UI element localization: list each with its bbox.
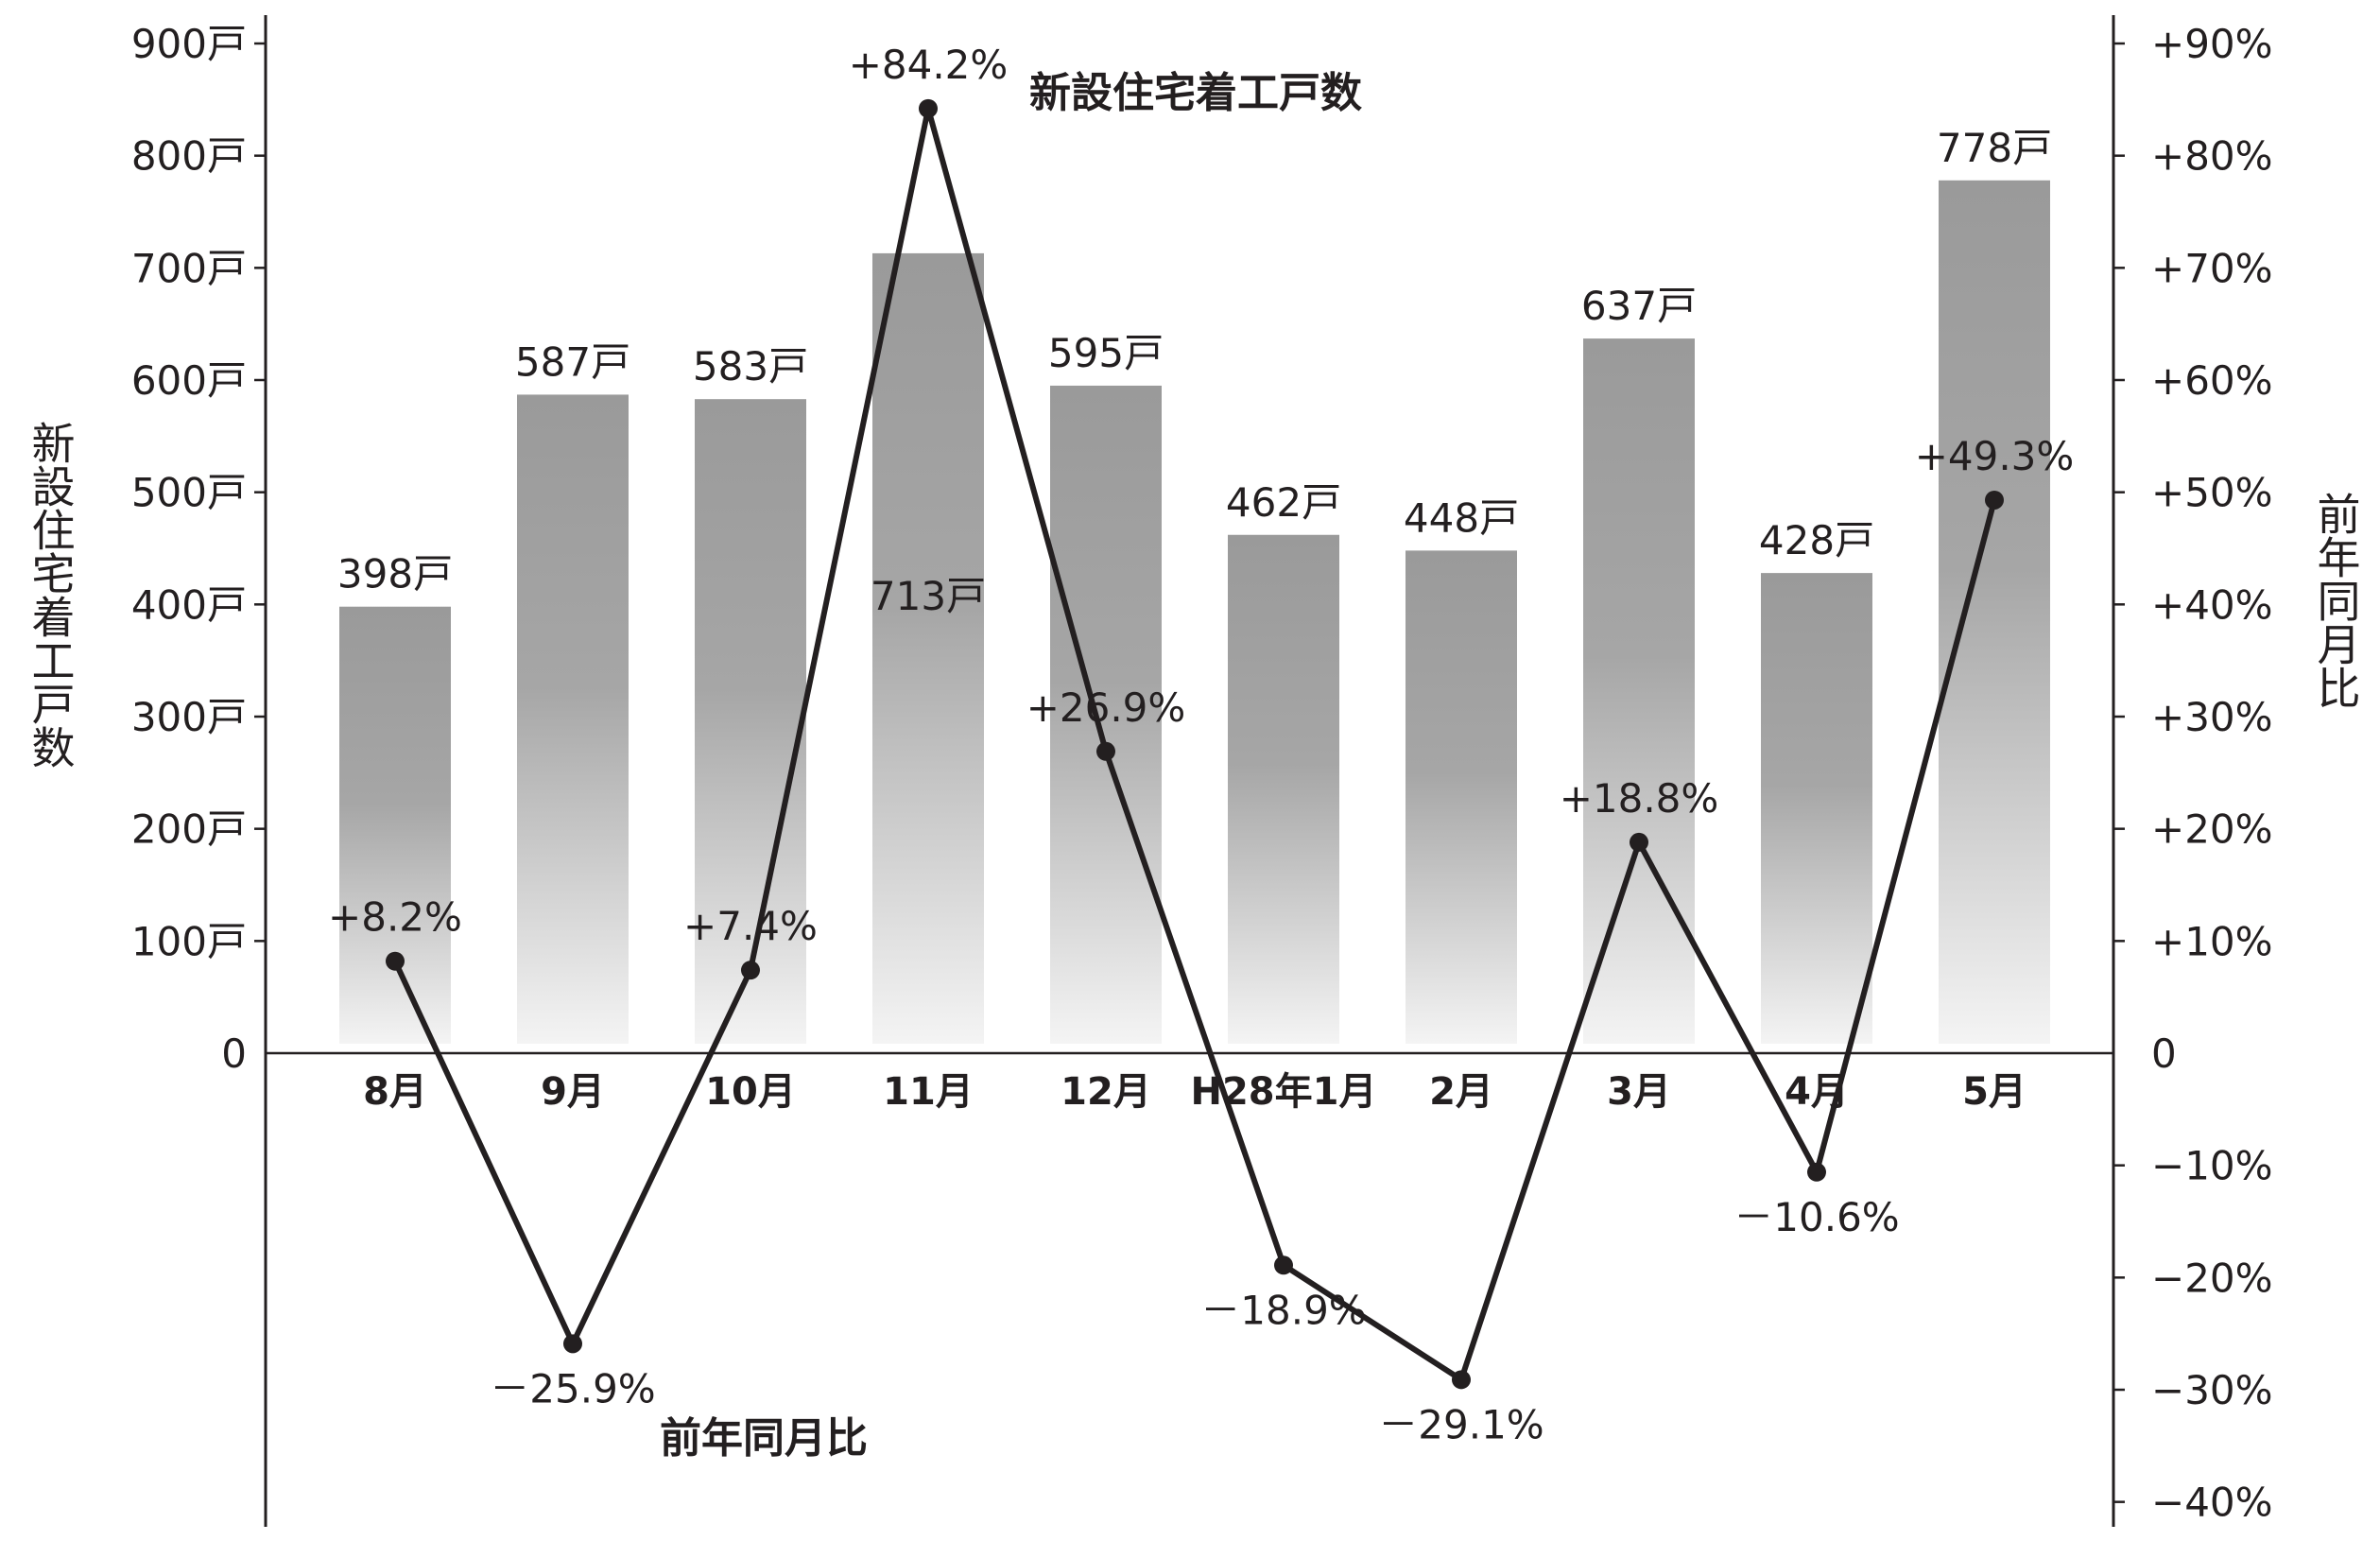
category-label: 3月 (1607, 1070, 1671, 1114)
left-tick-label: 600戸 (131, 357, 247, 404)
right-tick-label: +60% (2151, 357, 2273, 404)
right-tick-label: −40% (2151, 1480, 2273, 1526)
right-tick-label: 0 (2151, 1030, 2177, 1077)
right-tick-label: +50% (2151, 470, 2273, 516)
yoy-point (1452, 1370, 1471, 1390)
bar-9 (1761, 573, 1872, 1044)
left-tick-label: 400戸 (131, 581, 247, 628)
right-tick-label: +20% (2151, 806, 2273, 853)
yoy-point (563, 1334, 582, 1354)
yoy-point (1096, 741, 1115, 761)
yoy-value-label: +7.4% (683, 903, 818, 949)
yoy-value-label: +49.3% (1915, 433, 2075, 479)
yoy-point (741, 961, 760, 980)
bar-10 (1939, 180, 2050, 1045)
bar-value-label: 637戸 (1581, 283, 1697, 329)
yoy-value-label: －10.6% (1733, 1194, 1899, 1240)
bar-value-labels: 398戸 587戸 583戸 713戸 595戸 462戸 448戸 637戸 428戸 778戸 (337, 125, 2052, 619)
right-tick-label: +80% (2151, 133, 2273, 180)
right-axis-title: 前年同月比 (2310, 492, 2362, 709)
left-tick-label: 0 (221, 1030, 247, 1077)
right-tick-label: +10% (2151, 918, 2273, 964)
right-tick-label: +70% (2151, 245, 2273, 291)
bar-2 (517, 394, 629, 1045)
yoy-point (1807, 1162, 1826, 1182)
bar-8 (1583, 338, 1695, 1044)
left-tick-label: 700戸 (131, 245, 247, 291)
bar-value-label: 587戸 (515, 338, 630, 385)
yoy-value-label: －25.9% (490, 1365, 655, 1411)
left-tick-label: 900戸 (131, 21, 247, 67)
left-axis-ticks: 0 100戸 200戸 300戸 400戸 500戸 600戸 700戸 800戸 900戸 (131, 21, 266, 1077)
category-label: 8月 (363, 1070, 427, 1114)
yoy-line-group (386, 98, 2004, 1390)
right-axis-ticks: +90% +80% +70% +60% +50% +40% +30% +20% +10% 0 −10… (2113, 21, 2273, 1526)
category-label: 2月 (1429, 1070, 1493, 1114)
yoy-point (919, 98, 938, 118)
bar-6 (1228, 534, 1339, 1044)
right-tick-label: +90% (2151, 21, 2273, 67)
bar-value-label: 713戸 (871, 573, 986, 619)
yoy-value-label: +18.8% (1560, 775, 1719, 822)
yoy-point (386, 951, 405, 971)
yoy-value-label: －18.9% (1200, 1287, 1366, 1333)
category-label: 5月 (1962, 1070, 2026, 1114)
bar-1 (339, 606, 451, 1044)
bar-value-label: 462戸 (1226, 479, 1341, 526)
category-labels: 8月 9月 10月 11月 12月 H28年1月 2月 3月 4月 5月 (363, 1070, 2026, 1114)
bar-5 (1050, 385, 1162, 1044)
left-tick-label: 100戸 (131, 918, 247, 964)
yoy-value-labels: +8.2% －25.9% +7.4% +84.2% +26.9% －18.9% －29.1%… (328, 42, 2074, 1447)
bar-4 (872, 252, 984, 1044)
category-label: 10月 (705, 1070, 796, 1114)
bars-group (339, 180, 2050, 1045)
right-tick-label: −30% (2151, 1367, 2273, 1413)
left-tick-label: 800戸 (131, 133, 247, 180)
bar-value-label: 428戸 (1759, 517, 1874, 563)
yoy-point (1274, 1255, 1293, 1275)
left-tick-label: 500戸 (131, 470, 247, 516)
yoy-value-label: +84.2% (849, 42, 1009, 88)
bar-value-label: 595戸 (1048, 330, 1164, 376)
left-tick-label: 200戸 (131, 806, 247, 853)
bar-value-label: 448戸 (1404, 494, 1519, 541)
yoy-point (1985, 490, 2004, 510)
left-tick-label: 300戸 (131, 694, 247, 740)
bar-value-label: 583戸 (693, 343, 808, 390)
right-tick-label: −20% (2151, 1255, 2273, 1301)
bar-7 (1406, 550, 1517, 1044)
right-tick-label: −10% (2151, 1143, 2273, 1189)
left-axis-title: 新設住宅着工戸数 (25, 421, 77, 769)
yoy-value-label: －29.1% (1378, 1401, 1544, 1447)
category-label: 12月 (1061, 1070, 1151, 1114)
bar-series-title: 新設住宅着工戸数 (1029, 69, 1362, 117)
bar-3 (695, 399, 806, 1044)
category-label: 9月 (541, 1070, 605, 1114)
line-series-title: 前年同月比 (660, 1414, 868, 1463)
bar-value-label: 778戸 (1937, 125, 2052, 171)
yoy-line (392, 105, 1997, 1383)
yoy-point (1630, 832, 1648, 852)
yoy-value-label: +8.2% (328, 894, 462, 941)
right-tick-label: +30% (2151, 694, 2273, 740)
bar-value-label: 398戸 (337, 551, 453, 597)
right-tick-label: +40% (2151, 581, 2273, 628)
yoy-value-label: +26.9% (1026, 684, 1186, 731)
category-label: 11月 (883, 1070, 974, 1114)
